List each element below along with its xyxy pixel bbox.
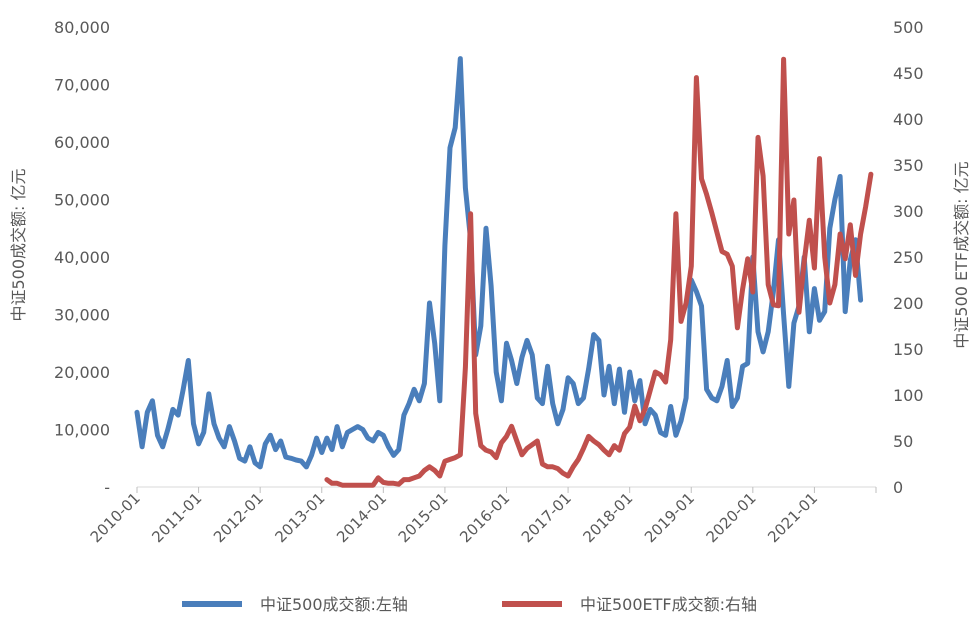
left-tick-label: 50,000 xyxy=(54,191,110,210)
x-tick-label: 2019-01 xyxy=(641,489,698,546)
x-tick-label: 2014-01 xyxy=(333,489,390,546)
right-tick-label: 150 xyxy=(893,340,924,359)
left-tick-label: 70,000 xyxy=(54,76,110,95)
legend-label-series-1: 中证500成交额:左轴 xyxy=(260,595,408,614)
right-tick-label: 200 xyxy=(893,294,924,313)
series-line-1 xyxy=(134,56,864,470)
left-axis-ticks: - 10,000 20,000 30,000 40,000 50,000 60,000 70,… xyxy=(54,18,110,497)
x-tick-label: 2012-01 xyxy=(210,489,267,546)
x-tick-label: 2017-01 xyxy=(518,489,575,546)
x-tick-label: 2011-01 xyxy=(148,489,205,546)
left-tick-label: 80,000 xyxy=(54,18,110,37)
legend: 中证500成交额:左轴 中证500ETF成交额:右轴 xyxy=(182,595,757,614)
right-tick-label: 50 xyxy=(893,432,913,451)
left-tick-label: 10,000 xyxy=(54,421,110,440)
x-tick-label: 2018-01 xyxy=(579,489,636,546)
x-tick-label: 2010-01 xyxy=(87,489,144,546)
x-tick-label: 2016-01 xyxy=(456,489,513,546)
x-axis-ticks: 2010-01 2011-01 2012-01 2013-01 2014-01 2015-… xyxy=(87,487,877,546)
x-tick-label: 2015-01 xyxy=(395,489,452,546)
right-tick-label: 300 xyxy=(893,202,924,221)
left-tick-label: 30,000 xyxy=(54,306,110,325)
right-tick-label: 450 xyxy=(893,64,924,83)
left-axis-title: 中证500成交额: 亿元 xyxy=(9,168,28,321)
left-tick-label: 40,000 xyxy=(54,248,110,267)
right-tick-label: 100 xyxy=(893,386,924,405)
right-tick-label: 500 xyxy=(893,18,924,37)
left-tick-label: - xyxy=(104,478,110,497)
left-tick-label: 60,000 xyxy=(54,133,110,152)
right-tick-label: 350 xyxy=(893,156,924,175)
x-tick-label: 2013-01 xyxy=(272,489,329,546)
legend-label-series-2: 中证500ETF成交额:右轴 xyxy=(580,595,757,614)
series-line-2 xyxy=(324,56,874,488)
left-tick-label: 20,000 xyxy=(54,363,110,382)
x-tick-label: 2021-01 xyxy=(764,489,821,546)
right-tick-label: 400 xyxy=(893,110,924,129)
right-axis-ticks: 0 50 100 150 200 250 300 350 400 450 500 xyxy=(893,18,924,497)
right-axis-title: 中证500 ETF成交额: 亿元 xyxy=(952,161,971,348)
right-tick-label: 0 xyxy=(893,478,903,497)
right-tick-label: 250 xyxy=(893,248,924,267)
x-tick-label: 2020-01 xyxy=(703,489,760,546)
series-layer xyxy=(134,56,874,488)
